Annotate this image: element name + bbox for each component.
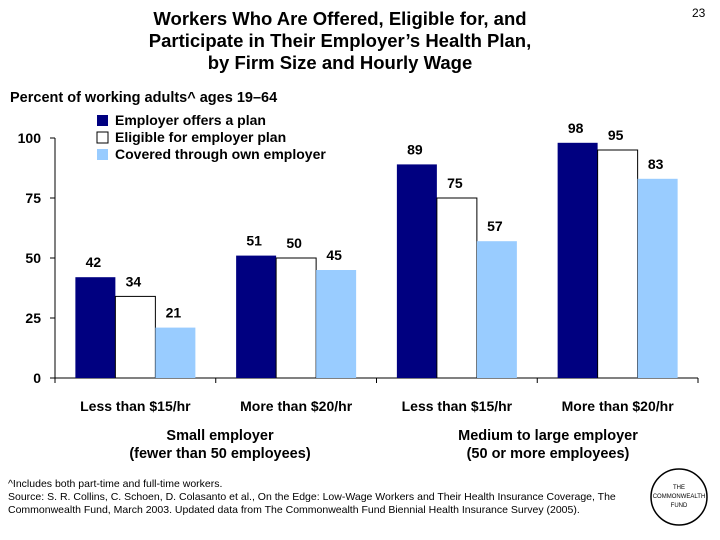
bar — [597, 149, 639, 379]
commonwealth-fund-logo: THE COMMONWEALTH FUND — [650, 468, 708, 526]
logo-line-3: FUND — [671, 503, 688, 509]
bar-value-label: 83 — [648, 156, 664, 172]
bar-value-label: 21 — [166, 305, 182, 321]
chart-title: Workers Who Are Offered, Eligible for, a… — [80, 8, 600, 74]
category-label: Less than $15/hr — [402, 398, 513, 414]
group-label-large-line1: Medium to large employer — [458, 428, 638, 444]
bar-value-label: 98 — [568, 120, 584, 136]
y-tick-label: 0 — [33, 370, 41, 386]
bar-value-label: 51 — [246, 233, 262, 249]
title-line-2: Participate in Their Employer’s Health P… — [148, 30, 532, 51]
page-number: 23 — [692, 6, 706, 20]
y-axis-subtitle: Percent of working adults^ ages 19–64 — [10, 90, 278, 106]
footnote-includes: ^Includes both part-time and full-time w… — [8, 478, 223, 490]
y-tick-label: 25 — [25, 310, 41, 326]
y-tick-label: 50 — [25, 250, 41, 266]
bar-value-label: 89 — [407, 141, 423, 157]
category-label: More than $20/hr — [562, 398, 675, 414]
bar — [75, 277, 116, 378]
group-label-small-employer: Small employer (fewer than 50 employees) — [80, 427, 360, 463]
legend-swatch — [96, 131, 109, 144]
footnote: ^Includes both part-time and full-time w… — [8, 478, 618, 517]
bar-value-label: 95 — [608, 127, 624, 143]
bar — [637, 178, 678, 378]
bar — [236, 255, 277, 378]
bar — [316, 270, 357, 378]
group-label-small-line1: Small employer — [166, 428, 274, 444]
legend-label: Covered through own employer — [115, 146, 326, 162]
legend-swatch — [97, 149, 108, 160]
bar — [114, 295, 156, 379]
title-line-1: Workers Who Are Offered, Eligible for, a… — [153, 8, 527, 29]
y-tick-label: 75 — [25, 190, 41, 206]
bar-value-label: 50 — [286, 235, 302, 251]
bar-value-label: 75 — [447, 175, 463, 191]
logo-circle — [650, 468, 708, 526]
bar — [476, 241, 517, 378]
group-label-large-employer: Medium to large employer (50 or more emp… — [408, 427, 688, 463]
bar — [155, 327, 196, 378]
bar — [436, 197, 478, 379]
bar — [275, 257, 317, 379]
y-tick-label: 100 — [18, 130, 42, 146]
bar-value-label: 57 — [487, 218, 503, 234]
category-label: More than $20/hr — [240, 398, 353, 414]
bar-value-label: 42 — [86, 254, 102, 270]
bar-value-label: 45 — [326, 247, 342, 263]
legend-label: Employer offers a plan — [115, 112, 266, 128]
bar-value-label: 34 — [126, 273, 142, 289]
bar — [557, 142, 598, 378]
logo-line-2: COMMONWEALTH — [653, 494, 706, 500]
category-label: Less than $15/hr — [80, 398, 191, 414]
group-label-large-line2: (50 or more employees) — [466, 446, 630, 462]
legend-label: Eligible for employer plan — [115, 129, 286, 145]
title-line-3: by Firm Size and Hourly Wage — [207, 52, 473, 73]
logo-line-1: THE — [673, 485, 685, 491]
bar — [396, 164, 437, 378]
footnote-source: Source: S. R. Collins, C. Schoen, D. Col… — [8, 491, 616, 516]
legend-swatch — [97, 115, 108, 126]
group-label-small-line2: (fewer than 50 employees) — [129, 446, 311, 462]
